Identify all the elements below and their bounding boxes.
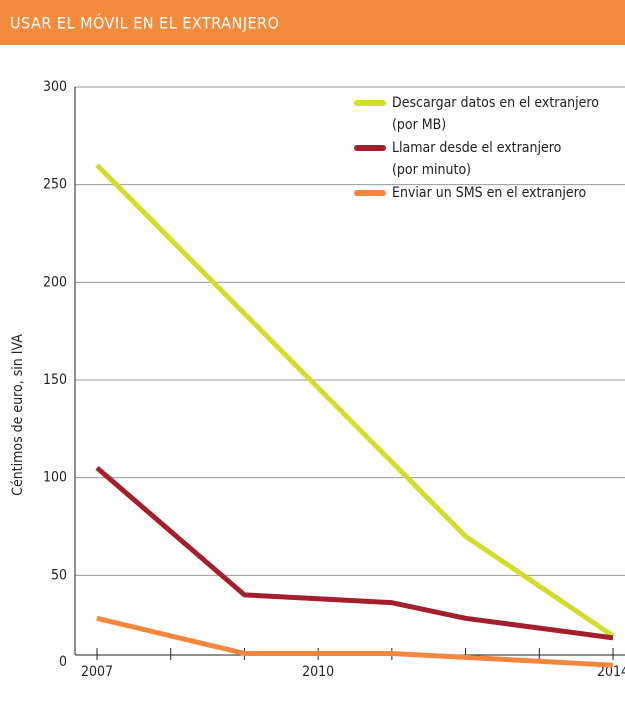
y-tick-label: 250 xyxy=(43,177,67,193)
legend-line: Llamar desde el extranjero xyxy=(392,140,562,156)
y-tick-label: 50 xyxy=(51,567,67,583)
legend-label: Descargar datos en el extranjero (por MB) xyxy=(392,95,599,133)
x-tick-label: 2007 xyxy=(81,664,113,680)
header-title: USAR EL MÓVIL EN EL EXTRANJERO xyxy=(10,14,279,33)
y-tick-label: 100 xyxy=(43,470,67,486)
legend-label: Llamar desde el extranjero (por minuto) xyxy=(392,140,562,178)
legend-line: Descargar datos en el extranjero xyxy=(392,95,599,111)
data-line xyxy=(96,615,614,668)
x-tick-label: 2010 xyxy=(302,664,334,680)
y-tick-label: 300 xyxy=(43,79,67,95)
legend-label: Enviar un SMS en el extranjero xyxy=(392,185,586,201)
y-axis-label: Céntimos de euro, sin IVA xyxy=(10,334,26,496)
header-bar xyxy=(0,0,625,45)
y-tick-label: 200 xyxy=(43,274,67,290)
legend-line: (por minuto) xyxy=(392,162,471,178)
y-tick-label: 0 xyxy=(59,654,67,670)
y-tick-label: 150 xyxy=(43,372,67,388)
data-line xyxy=(95,163,615,638)
x-tick-label: 2014 xyxy=(597,664,625,680)
legend-line: (por MB) xyxy=(392,117,446,133)
data-line xyxy=(95,466,614,641)
